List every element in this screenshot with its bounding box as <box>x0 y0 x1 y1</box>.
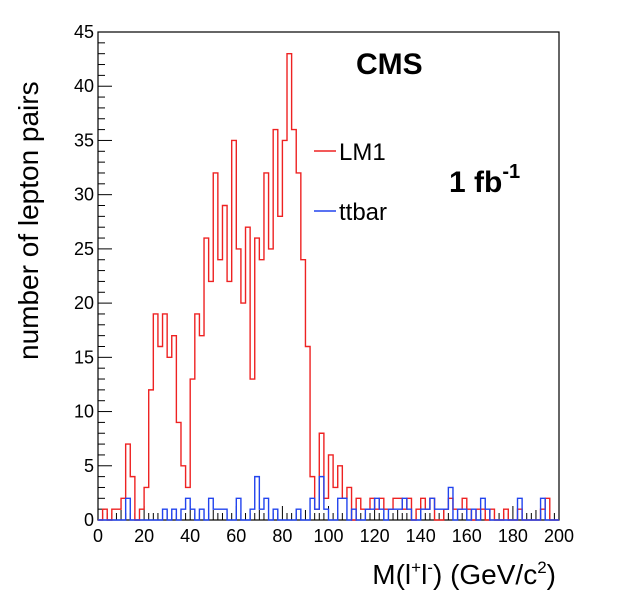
x-axis-title-sup-minus: - <box>427 558 433 577</box>
legend-lm1-label: LM1 <box>339 139 386 166</box>
x-axis-title-base: M(l <box>372 559 411 590</box>
x-axis: 0 20 40 60 80 100 120 140 160 180 200 <box>93 506 574 546</box>
x-tick-label: 160 <box>452 526 482 546</box>
y-tick-label: 25 <box>74 239 94 259</box>
x-axis-title-mid: l <box>421 559 427 590</box>
x-tick-label: 80 <box>272 526 292 546</box>
x-axis-title: M(l+l-) (GeV/c2) <box>372 558 556 590</box>
luminosity-exponent: -1 <box>502 161 520 183</box>
x-tick-label: 0 <box>93 526 103 546</box>
x-axis-title-units: ) (GeV/c <box>433 559 537 590</box>
y-tick-label: 10 <box>74 402 94 422</box>
x-axis-title-sup-plus: + <box>411 558 421 577</box>
y-tick-label: 35 <box>74 130 94 150</box>
legend: LM1 ttbar <box>314 139 387 226</box>
series-ttbar-histogram <box>98 475 559 521</box>
x-tick-label: 100 <box>313 526 343 546</box>
luminosity-label: 1 fb-1 <box>449 161 520 199</box>
x-tick-label: 140 <box>406 526 436 546</box>
y-tick-label: 5 <box>84 456 94 476</box>
plot-frame <box>97 31 560 521</box>
legend-ttbar-label: ttbar <box>339 199 387 226</box>
x-axis-title-sup-2: 2 <box>537 558 546 577</box>
y-tick-label: 45 <box>74 22 94 42</box>
y-axis: 0 5 10 15 20 25 30 35 40 45 <box>74 22 112 530</box>
y-tick-label: 0 <box>84 510 94 530</box>
x-tick-label: 20 <box>134 526 154 546</box>
x-tick-label: 180 <box>498 526 528 546</box>
x-tick-label: 200 <box>544 526 574 546</box>
y-tick-label: 15 <box>74 347 94 367</box>
series-lm1-histogram <box>98 52 559 521</box>
x-tick-label: 60 <box>226 526 246 546</box>
x-tick-label: 40 <box>180 526 200 546</box>
y-axis-title: number of lepton pairs <box>13 81 44 360</box>
x-axis-title-end: ) <box>547 559 556 590</box>
experiment-label: CMS <box>356 48 423 81</box>
y-tick-label: 30 <box>74 185 94 205</box>
y-tick-label: 40 <box>74 76 94 96</box>
x-tick-label: 120 <box>360 526 390 546</box>
luminosity-value: 1 fb <box>449 166 502 199</box>
y-tick-label: 20 <box>74 293 94 313</box>
